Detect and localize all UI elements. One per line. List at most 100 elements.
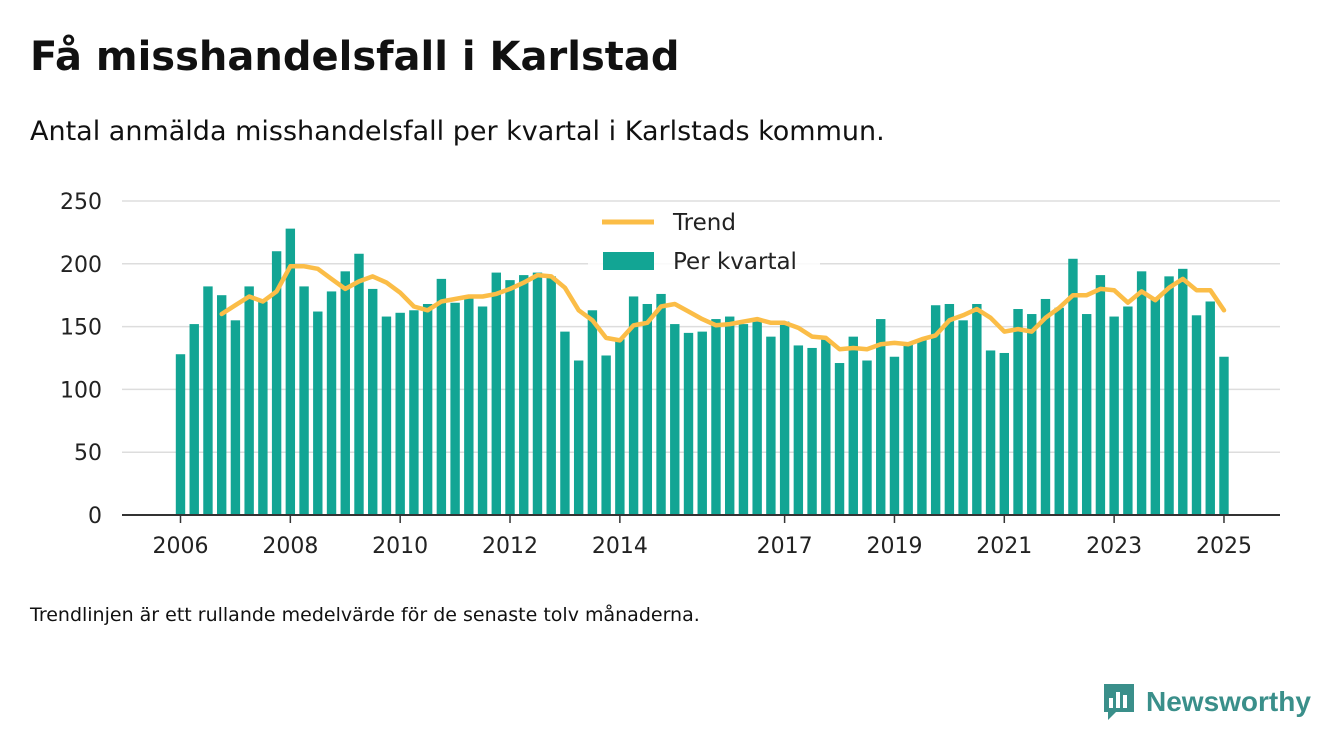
bar-2014-Q1: [615, 339, 625, 515]
bar-2012-Q1: [505, 280, 515, 515]
bar-2008-Q4: [326, 291, 337, 515]
y-tick-label: 0: [88, 504, 102, 529]
legend-bar-swatch: [603, 252, 654, 270]
brand: Newsworthy: [1102, 682, 1311, 722]
bar-2007-Q4: [271, 251, 282, 516]
brand-name: Newsworthy: [1146, 686, 1311, 717]
bar-2020-Q1: [944, 303, 955, 515]
bar-2012-Q3: [532, 272, 543, 515]
bar-2010-Q1: [395, 312, 405, 515]
bar-2011-Q3: [477, 306, 488, 515]
bar-2017-Q4: [821, 339, 831, 515]
x-tick-label: 2014: [592, 534, 648, 559]
bar-2023-Q3: [1136, 271, 1147, 515]
bar-2022-Q1: [1054, 307, 1064, 515]
trend-series: [219, 264, 1227, 352]
bar-2011-Q1: [450, 302, 460, 515]
bar-2024-Q1: [1164, 276, 1174, 515]
bar-2014-Q2: [628, 296, 639, 515]
bar-2021-Q4: [1040, 298, 1051, 515]
bar-2010-Q2: [409, 310, 419, 515]
bar-2018-Q4: [876, 319, 886, 515]
footnote: Trendlinjen är ett rullande medelvärde f…: [30, 604, 700, 626]
bar-2006-Q1: [175, 354, 186, 515]
y-tick-label: 100: [60, 378, 102, 403]
bar-2016-Q4: [766, 336, 776, 515]
x-tick-label: 2025: [1196, 534, 1252, 559]
bar-2020-Q2: [958, 320, 968, 515]
chart-subtitle: Antal anmälda misshandelsfall per kvarta…: [30, 116, 885, 147]
bar-2019-Q3: [917, 339, 927, 515]
bar-2023-Q1: [1109, 316, 1119, 515]
y-axis-ticks: 0 50 100 150 200 250: [60, 190, 102, 529]
bar-2015-Q2: [683, 332, 694, 515]
bar-2020-Q4: [985, 350, 996, 515]
bar-2006-Q3: [203, 286, 213, 515]
bar-2025-Q1: [1219, 356, 1229, 515]
bar-2006-Q2: [189, 324, 199, 515]
y-tick-label: 250: [60, 190, 102, 215]
bar-2007-Q2: [244, 286, 254, 515]
bar-2019-Q2: [903, 344, 913, 515]
bar-2009-Q2: [354, 253, 364, 515]
bar-2011-Q2: [464, 297, 474, 515]
trend-line: [219, 264, 1227, 352]
bar-2008-Q1: [285, 228, 296, 515]
bar-2007-Q1: [230, 320, 241, 515]
bar-2016-Q2: [738, 324, 749, 515]
x-tick-label: 2019: [866, 534, 922, 559]
bar-2024-Q2: [1178, 268, 1188, 515]
bar-2008-Q3: [313, 311, 323, 515]
bar-2017-Q2: [793, 345, 804, 515]
bar-2018-Q3: [862, 360, 872, 515]
bar-2011-Q4: [491, 272, 501, 515]
legend-bar-label: Per kvartal: [673, 249, 797, 275]
x-tick-label: 2021: [976, 534, 1032, 559]
bar-2012-Q2: [519, 275, 529, 515]
bar-2019-Q1: [889, 356, 900, 515]
x-tick-label: 2008: [262, 534, 318, 559]
x-tick-label: 2023: [1086, 534, 1142, 559]
y-tick-label: 200: [60, 253, 102, 278]
bar-2016-Q1: [725, 316, 735, 515]
bar-2024-Q4: [1205, 301, 1215, 515]
bar-2006-Q4: [216, 295, 227, 515]
bar-2020-Q3: [972, 303, 982, 515]
bar-2015-Q3: [697, 331, 707, 515]
bar-2010-Q4: [436, 278, 447, 515]
bar-2013-Q1: [560, 331, 570, 515]
bar-2014-Q4: [656, 293, 666, 515]
bar-2021-Q1: [999, 352, 1009, 515]
x-tick-label: 2017: [757, 534, 813, 559]
bar-2024-Q3: [1191, 315, 1202, 515]
bar-2009-Q1: [340, 271, 350, 515]
chart: 0 50 100 150 200 250 2006 2008 2010 2012 2014 2017…: [60, 190, 1280, 559]
bar-2022-Q3: [1081, 314, 1092, 515]
bar-2015-Q4: [711, 319, 721, 515]
bar-2019-Q4: [930, 305, 941, 515]
bar-2021-Q2: [1013, 309, 1023, 515]
bar-2023-Q2: [1123, 306, 1133, 515]
bar-2013-Q3: [587, 310, 598, 515]
bar-2008-Q2: [299, 286, 309, 515]
bar-2015-Q1: [670, 324, 680, 515]
y-tick-label: 150: [60, 316, 102, 341]
x-axis-ticks: 2006 2008 2010 2012 2014 2017 2019 2021 2023 2025: [153, 515, 1252, 559]
bar-2010-Q3: [422, 303, 433, 515]
bar-2023-Q4: [1150, 298, 1161, 515]
chart-title: Få misshandelsfall i Karlstad: [30, 34, 680, 80]
bar-2017-Q1: [779, 321, 790, 515]
bar-series: [175, 228, 1229, 516]
bar-2012-Q4: [546, 276, 556, 515]
legend-trend-label: Trend: [672, 210, 736, 236]
bar-2014-Q3: [642, 303, 653, 515]
bar-2013-Q4: [601, 355, 611, 515]
bar-2018-Q2: [848, 336, 858, 515]
bar-2013-Q2: [573, 360, 584, 515]
x-tick-label: 2010: [372, 534, 428, 559]
bar-2021-Q3: [1027, 314, 1037, 515]
legend: Trend Per kvartal: [588, 206, 820, 282]
x-tick-label: 2006: [153, 534, 209, 559]
bar-2009-Q4: [381, 316, 392, 515]
bar-2007-Q3: [258, 301, 268, 515]
